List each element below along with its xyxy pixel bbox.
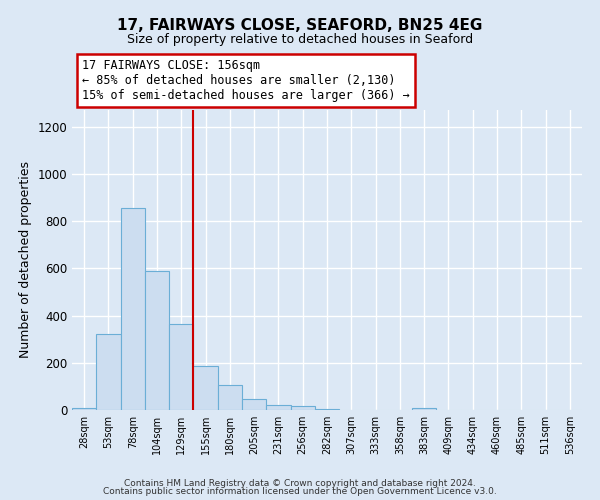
Bar [412, 408, 436, 410]
Bar [193, 366, 218, 410]
Bar [290, 406, 315, 410]
Text: Size of property relative to detached houses in Seaford: Size of property relative to detached ho… [127, 32, 473, 46]
Bar [169, 324, 193, 410]
Text: 17, FAIRWAYS CLOSE, SEAFORD, BN25 4EG: 17, FAIRWAYS CLOSE, SEAFORD, BN25 4EG [118, 18, 482, 32]
Bar [145, 270, 169, 410]
Bar [218, 385, 242, 410]
Bar [96, 334, 121, 410]
Bar [242, 400, 266, 410]
Text: Contains public sector information licensed under the Open Government Licence v3: Contains public sector information licen… [103, 487, 497, 496]
Bar [266, 406, 290, 410]
Bar [121, 208, 145, 410]
Text: 17 FAIRWAYS CLOSE: 156sqm
← 85% of detached houses are smaller (2,130)
15% of se: 17 FAIRWAYS CLOSE: 156sqm ← 85% of detac… [82, 59, 410, 102]
Y-axis label: Number of detached properties: Number of detached properties [19, 162, 32, 358]
Bar [72, 408, 96, 410]
Text: Contains HM Land Registry data © Crown copyright and database right 2024.: Contains HM Land Registry data © Crown c… [124, 478, 476, 488]
Bar [315, 409, 339, 410]
